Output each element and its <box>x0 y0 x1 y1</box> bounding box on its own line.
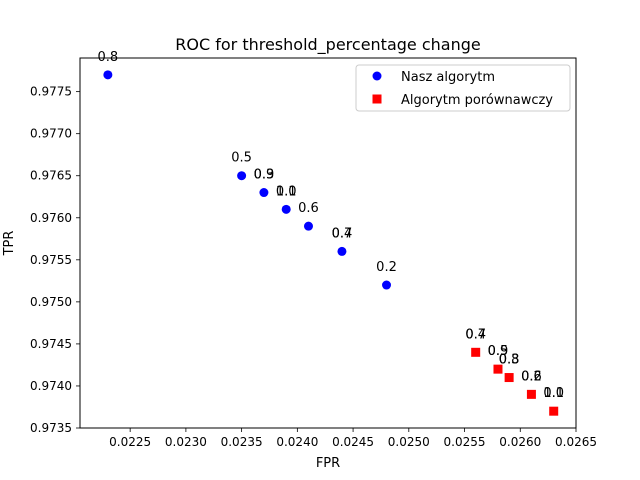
point-threshold-label: 0.1 <box>543 386 564 401</box>
data-point-circle <box>281 204 291 214</box>
data-point-circle <box>103 70 113 80</box>
point-threshold-label: 0.2 <box>376 260 397 275</box>
point-threshold-label: 0.6 <box>521 369 542 384</box>
point-threshold-label: 0.8 <box>98 50 119 65</box>
data-point-square <box>549 406 559 416</box>
data-point-circle <box>382 280 392 290</box>
point-threshold-label: 0.9 <box>254 168 275 183</box>
point-threshold-label: 0.1 <box>276 184 297 199</box>
data-point-circle <box>259 188 269 198</box>
axes-frame <box>79 57 577 429</box>
legend-label-series-2: Algorytm porównawczy <box>401 93 553 108</box>
point-threshold-label: 1.0 <box>276 184 297 199</box>
point-threshold-label: 0.9 <box>488 344 509 359</box>
point-threshold-label: 0.8 <box>499 353 520 368</box>
x-tick-label: 0.0255 <box>444 435 486 449</box>
data-point-square <box>471 347 481 357</box>
legend-marker-circle <box>372 71 382 81</box>
legend: Nasz algorytm Algorytm porównawczy <box>355 64 571 112</box>
chart-title: ROC for threshold_percentage change <box>175 35 480 55</box>
legend-marker-square <box>372 94 382 104</box>
legend-box <box>355 64 571 112</box>
x-tick-label: 0.0245 <box>332 435 374 449</box>
legend-label-series-1: Nasz algorytm <box>401 70 495 85</box>
y-tick-label: 0.9755 <box>30 253 72 267</box>
point-threshold-label: 0.7 <box>465 327 486 342</box>
point-threshold-label: 0.3 <box>254 168 275 183</box>
x-tick-label: 0.0225 <box>109 435 151 449</box>
point-threshold-label: 0.5 <box>231 151 252 166</box>
point-threshold-label: 0.2 <box>521 369 542 384</box>
y-tick-label: 0.9750 <box>30 295 72 309</box>
x-tick-label: 0.0230 <box>165 435 207 449</box>
point-threshold-label: 0.6 <box>298 201 319 216</box>
data-point-square <box>493 364 503 374</box>
point-threshold-label: 0.5 <box>488 344 509 359</box>
y-tick-label: 0.9760 <box>30 211 72 225</box>
x-axis-ticks: 0.0225 0.0230 0.0235 0.0240 0.0245 0.0250 0.02… <box>109 428 597 449</box>
x-tick-label: 0.0250 <box>388 435 430 449</box>
data-point-square <box>504 373 514 383</box>
x-tick-label: 0.0235 <box>221 435 263 449</box>
point-threshold-label: 0.4 <box>465 327 486 342</box>
y-tick-label: 0.9735 <box>30 421 72 435</box>
y-axis-label: TPR <box>2 231 17 257</box>
y-axis-ticks: 0.9735 0.9740 0.9745 0.9750 0.9755 0.9760 0.97… <box>30 85 80 435</box>
point-threshold-label: 0.4 <box>332 226 353 241</box>
data-point-circle <box>303 221 313 231</box>
y-tick-label: 0.9775 <box>30 85 72 99</box>
x-tick-label: 0.0265 <box>555 435 597 449</box>
y-tick-label: 0.9770 <box>30 127 72 141</box>
x-tick-label: 0.0260 <box>499 435 541 449</box>
data-point-square <box>526 389 536 399</box>
y-tick-label: 0.9745 <box>30 337 72 351</box>
x-tick-label: 0.0240 <box>276 435 318 449</box>
plot-area: 0.80.50.90.31.00.10.60.70.40.20.70.40.90… <box>98 50 564 416</box>
data-point-circle <box>337 246 347 256</box>
point-threshold-label: 1.0 <box>543 386 564 401</box>
x-axis-label: FPR <box>316 456 340 471</box>
point-threshold-label: 0.7 <box>332 226 353 241</box>
y-tick-label: 0.9765 <box>30 169 72 183</box>
point-threshold-label: 0.3 <box>499 353 520 368</box>
y-tick-label: 0.9740 <box>30 379 72 393</box>
data-point-circle <box>237 171 247 181</box>
